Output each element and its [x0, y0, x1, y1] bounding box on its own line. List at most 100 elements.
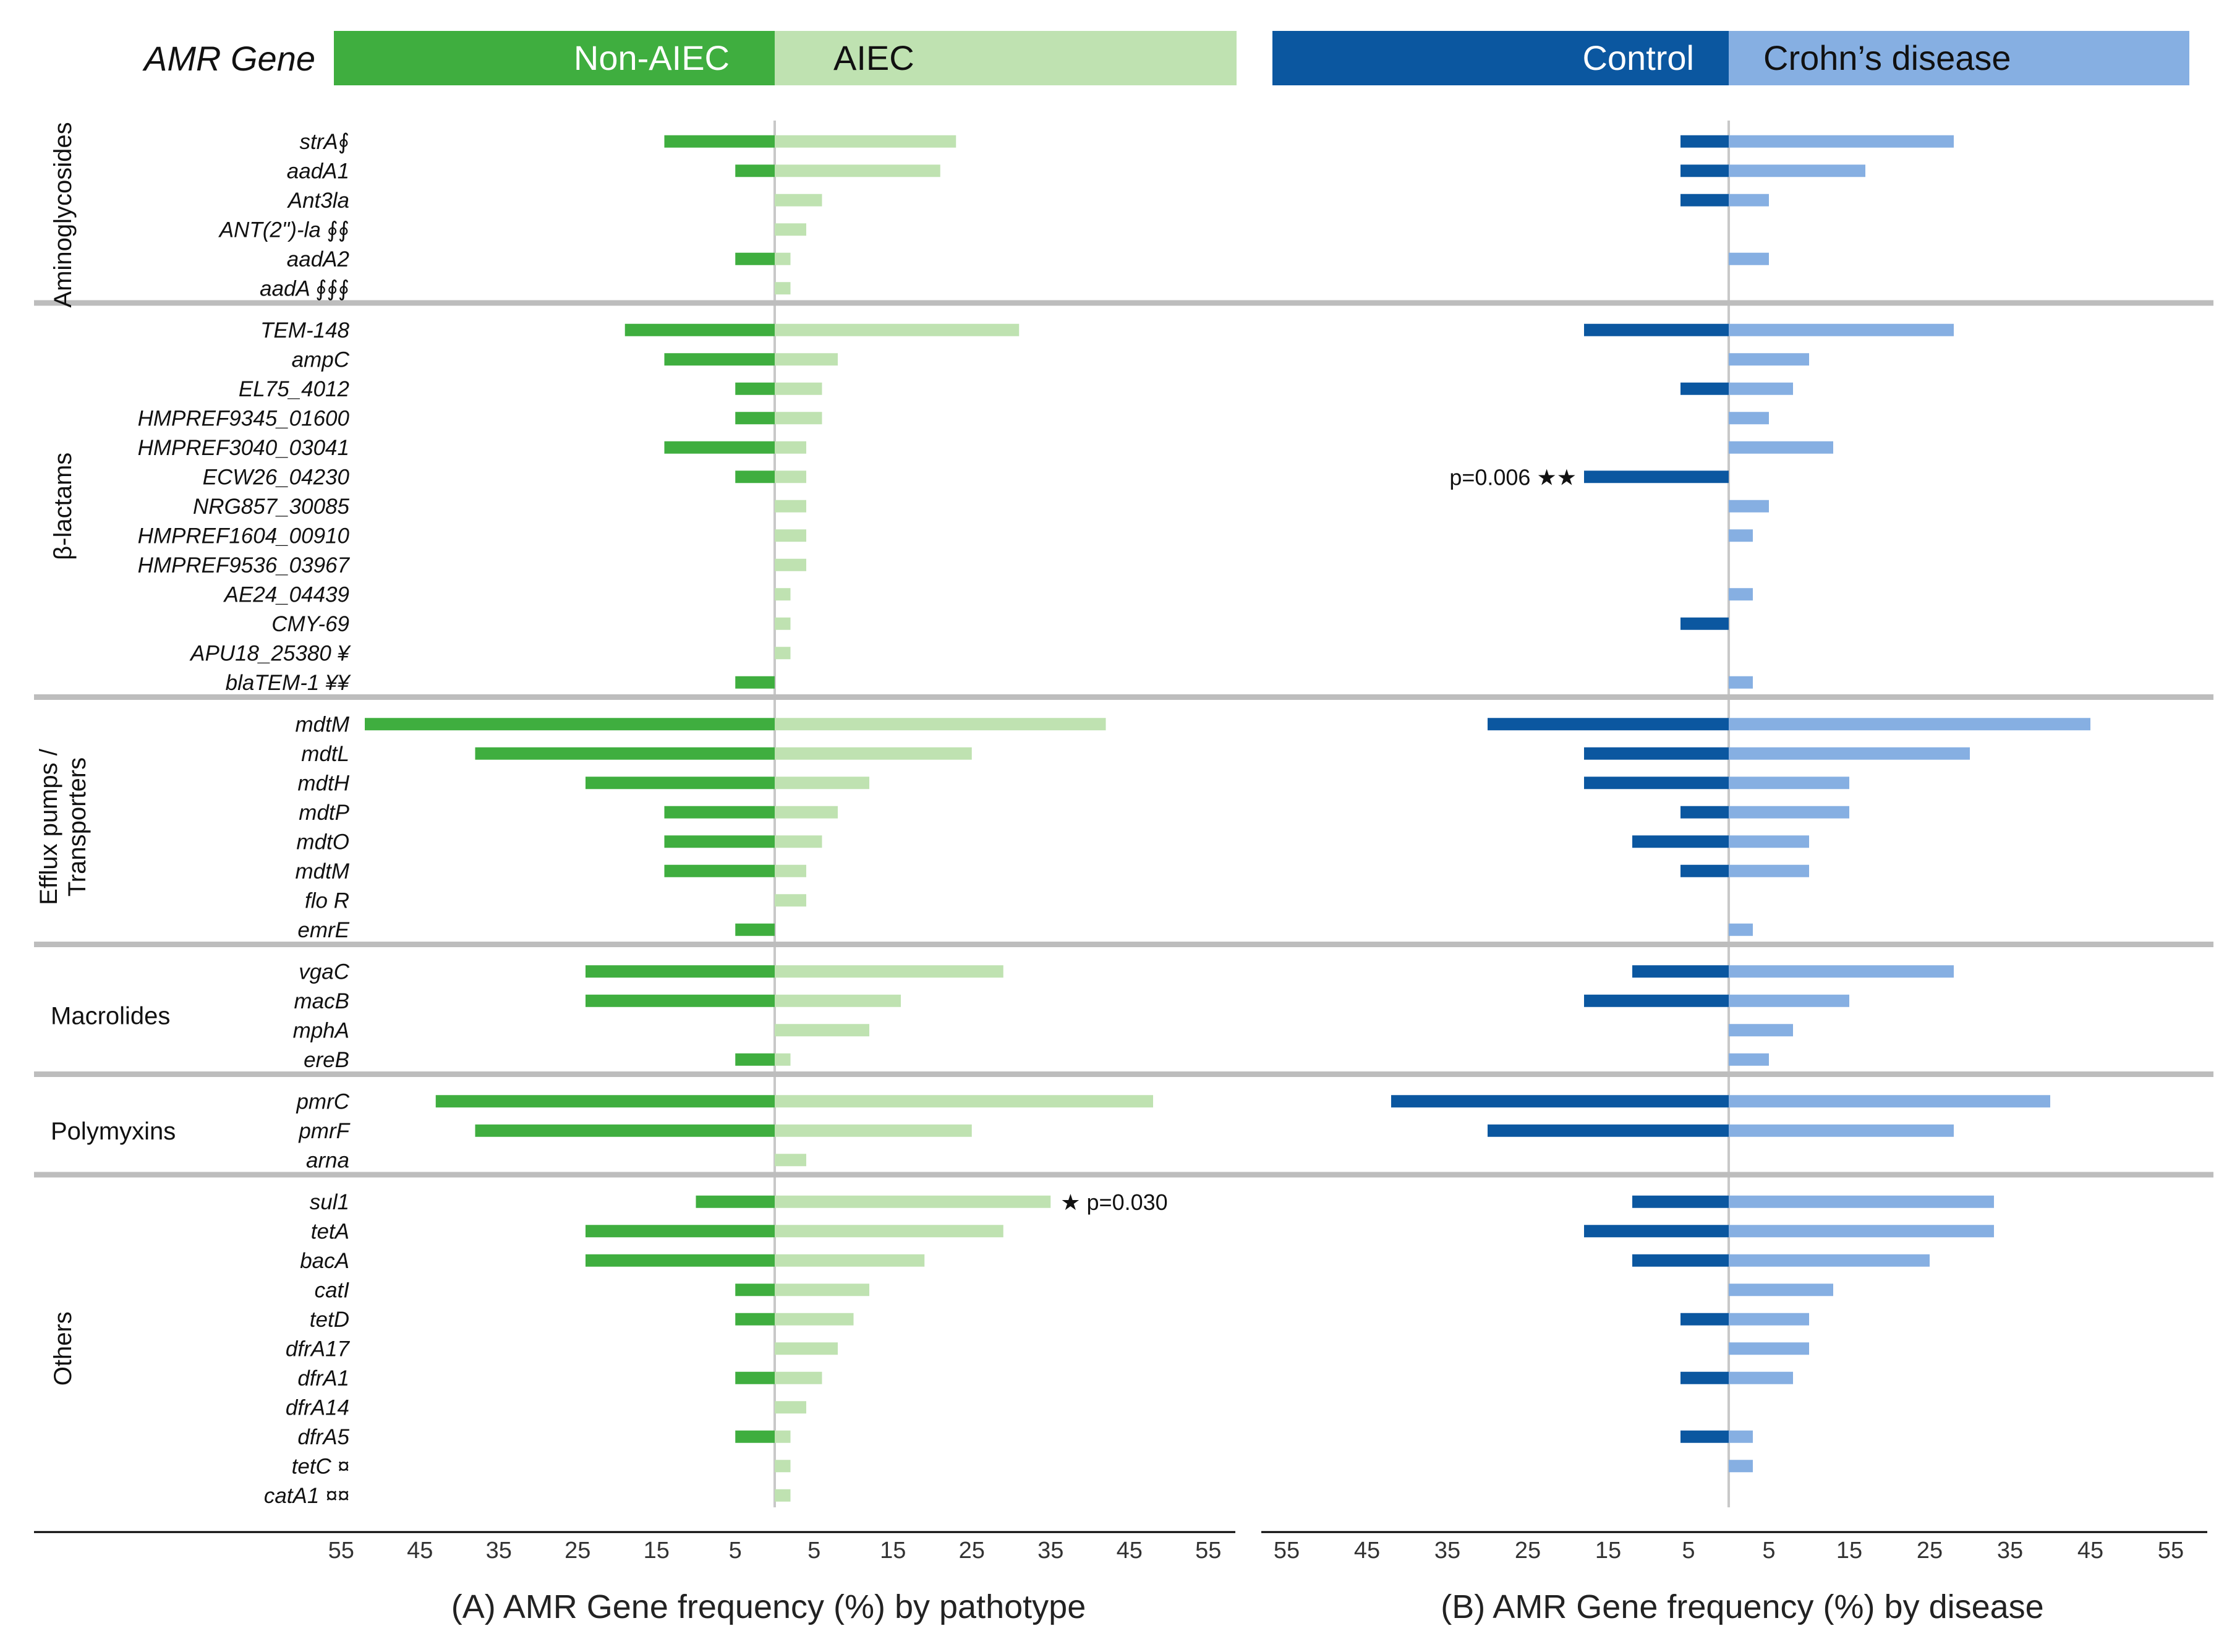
bar-aiec-mdtl — [775, 747, 972, 760]
tick-label-b: 35 — [1434, 1538, 1460, 1564]
gene-label: ECW26_04230 — [203, 465, 350, 489]
header-non-aiec-label: Non-AIEC — [574, 38, 730, 77]
bar-aiec-mdtp — [775, 806, 838, 819]
bar-non-aiec-hmpref3040-03041 — [664, 441, 775, 454]
header-non-aiec-bar — [334, 31, 775, 85]
bar-crohns-cati — [1729, 1284, 1833, 1296]
tick-label-b: 5 — [1682, 1538, 1695, 1564]
tick-label-a: 55 — [1195, 1538, 1221, 1564]
bar-aiec-stra — [775, 135, 956, 148]
tick-label-a: 15 — [880, 1538, 906, 1564]
bar-control-cmy-69 — [1680, 617, 1729, 630]
bar-crohns-hmpref9345-01600 — [1729, 412, 1769, 425]
bar-crohns-tem-148 — [1729, 323, 1954, 336]
header-control-label: Control — [1582, 38, 1694, 77]
bar-crohns-ereb — [1729, 1053, 1769, 1066]
bar-crohns-el75-4012 — [1729, 382, 1793, 395]
bar-aiec-tetc — [775, 1460, 791, 1473]
gene-label: sul1 — [310, 1190, 349, 1214]
bar-control-mdto — [1632, 835, 1729, 848]
gene-label: HMPREF3040_03041 — [138, 436, 349, 460]
bar-aiec-tetd — [775, 1313, 854, 1326]
bar-aiec-sul1 — [775, 1195, 1051, 1208]
bar-crohns-pmrf — [1729, 1124, 1954, 1137]
bar-non-aiec-dfra1 — [735, 1371, 775, 1384]
bar-aiec-el75-4012 — [775, 382, 822, 395]
bar-aiec-ae24-04439 — [775, 588, 791, 601]
bar-non-aiec-aada1 — [735, 164, 775, 177]
bar-non-aiec-mdtl — [475, 747, 775, 760]
bar-aiec-mpha — [775, 1024, 869, 1037]
bar-non-aiec-pmrc — [435, 1095, 775, 1108]
tick-label-b: 55 — [2158, 1538, 2184, 1564]
panel-b-x-title: (B) AMR Gene frequency (%) by disease — [1441, 1588, 2043, 1625]
bar-crohns-dfra17 — [1729, 1342, 1809, 1355]
bar-control-mdth — [1584, 777, 1729, 790]
bar-non-aiec-blatem-1 — [735, 676, 775, 689]
gene-label: NRG857_30085 — [193, 495, 349, 519]
bar-non-aiec-pmrf — [475, 1124, 775, 1137]
bar-aiec-ant-2-la — [775, 223, 806, 236]
tick-label-a: 35 — [1037, 1538, 1063, 1564]
gene-label: Ant3la — [287, 189, 349, 213]
bar-aiec-ecw26-04230 — [775, 470, 806, 483]
tick-label-a: 5 — [807, 1538, 820, 1564]
bar-crohns-mdto — [1729, 835, 1809, 848]
tick-label-a: 45 — [1117, 1538, 1143, 1564]
bar-control-tetd — [1680, 1313, 1729, 1326]
annotation-pvalue-b: p=0.006 ★★ — [1449, 464, 1577, 490]
header-crohns-bar — [1729, 31, 2189, 85]
bar-non-aiec-tetd — [735, 1313, 775, 1326]
bar-aiec-macb — [775, 994, 901, 1007]
bar-control-pmrc — [1391, 1095, 1729, 1108]
bar-control-aada1 — [1680, 164, 1729, 177]
bar-aiec-apu18-25380 — [775, 647, 791, 660]
tick-label-a: 15 — [644, 1538, 670, 1564]
gene-label: mdtM — [296, 859, 350, 883]
bar-non-aiec-macb — [586, 994, 775, 1007]
category-separators — [34, 300, 2213, 1178]
bar-control-stra — [1680, 135, 1729, 148]
bar-control-tem-148 — [1584, 323, 1729, 336]
gene-label: mphA — [293, 1018, 349, 1042]
bar-crohns-nrg857-30085 — [1729, 500, 1769, 513]
bar-non-aiec-stra — [664, 135, 775, 148]
category-label-macrolides: Macrolides — [51, 1003, 170, 1030]
bar-non-aiec-el75-4012 — [735, 382, 775, 395]
bar-non-aiec-ecw26-04230 — [735, 470, 775, 483]
gene-label: HMPREF9345_01600 — [138, 406, 350, 430]
gene-label: bacA — [300, 1249, 349, 1273]
bar-aiec-hmpref9536-03967 — [775, 558, 806, 571]
tick-label-b: 45 — [2077, 1538, 2103, 1564]
gene-label: AE24_04439 — [223, 582, 349, 607]
gene-label: strA∮ — [300, 130, 349, 154]
bar-non-aiec-emre — [735, 923, 775, 936]
panel-a-tick-labels: 55 45 35 25 15 5 5 15 25 35 45 55 — [328, 1538, 1222, 1564]
gene-label: flo R — [305, 888, 349, 913]
gene-label: mdtO — [296, 830, 349, 854]
tick-label-a: 25 — [564, 1538, 590, 1564]
bar-aiec-dfra14 — [775, 1401, 806, 1414]
gene-label: EL75_4012 — [239, 377, 349, 401]
gene-label: tetC ¤ — [292, 1454, 349, 1478]
bar-control-teta — [1584, 1225, 1729, 1238]
gene-label: ANT(2")-la ∮∮ — [218, 218, 349, 242]
category-label-efflux-pumps-transporters: Efflux pumps / — [35, 748, 62, 905]
bar-aiec-ant3la — [775, 194, 822, 206]
bar-control-mdtm — [1488, 718, 1729, 731]
bar-crohns-sul1 — [1729, 1195, 1994, 1208]
bar-crohns-mdtm — [1729, 864, 1809, 877]
gene-label: mdtL — [301, 742, 349, 766]
bar-aiec-cata1 — [775, 1489, 791, 1502]
bar-non-aiec-mdtm — [664, 864, 775, 877]
tick-label-a: 5 — [729, 1538, 742, 1564]
bar-crohns-emre — [1729, 923, 1753, 936]
tick-label-b: 35 — [1997, 1538, 2023, 1564]
bar-control-baca — [1632, 1254, 1729, 1267]
bar-control-dfra5 — [1680, 1430, 1729, 1443]
bar-non-aiec-tem-148 — [624, 323, 775, 336]
bar-aiec-ereb — [775, 1053, 791, 1066]
category-label-aminoglycosides: Aminoglycosides — [49, 122, 77, 307]
tick-label-b: 15 — [1595, 1538, 1621, 1564]
bar-aiec-dfra5 — [775, 1430, 791, 1443]
